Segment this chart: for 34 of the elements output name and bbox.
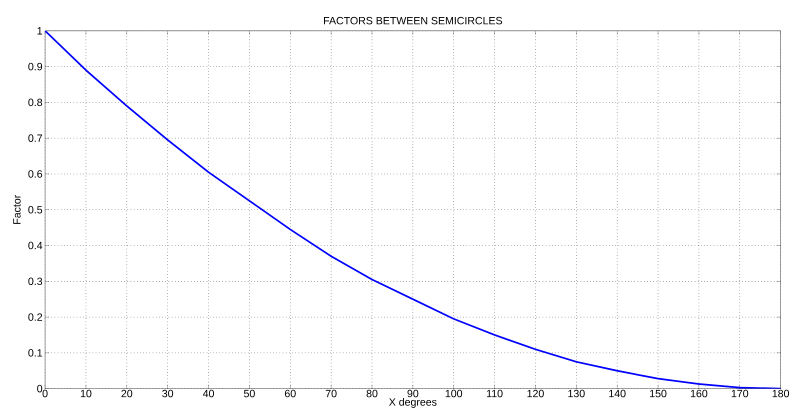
- x-tick-label: 80: [366, 390, 378, 398]
- x-tick-label: 170: [732, 390, 748, 398]
- x-tick-label: 140: [609, 390, 626, 398]
- y-tick-label: 1: [38, 26, 42, 34]
- x-tick-label: 40: [202, 390, 214, 398]
- x-tick-label: 60: [284, 390, 296, 398]
- x-tick-label: 90: [407, 390, 418, 398]
- y-axis-title: Factor: [13, 194, 21, 224]
- x-tick-label: 10: [80, 390, 92, 398]
- y-tick-label: 0: [37, 384, 42, 392]
- x-tick-label: 180: [772, 390, 790, 398]
- x-tick-label: 20: [121, 390, 132, 398]
- x-tick-label: 30: [162, 390, 174, 398]
- y-tick-label: 0.1: [28, 348, 42, 356]
- y-tick-label: 0.6: [28, 170, 42, 178]
- x-tick-label: 100: [446, 390, 462, 398]
- x-tick-label: 0: [42, 390, 48, 398]
- x-tick-label: 150: [650, 390, 666, 398]
- y-tick-label: 0.3: [28, 277, 42, 285]
- y-tick-label: 0.2: [28, 313, 42, 321]
- x-tick-label: 110: [486, 390, 503, 398]
- chart-title: FACTORS BETWEEN SEMICIRCLES: [324, 16, 502, 24]
- y-tick-label: 0.8: [28, 98, 42, 106]
- x-tick-label: 130: [568, 390, 585, 398]
- x-axis-title: X degrees: [389, 398, 437, 408]
- y-tick-label: 0.4: [28, 242, 42, 250]
- y-tick-label: 0.9: [28, 62, 42, 70]
- y-tick-label: 0.5: [28, 206, 42, 214]
- y-tick-label: 0.7: [28, 134, 42, 142]
- x-tick-label: 160: [690, 390, 708, 398]
- x-tick-label: 50: [244, 390, 255, 398]
- x-tick-label: 120: [527, 390, 544, 398]
- x-tick-label: 70: [326, 390, 337, 398]
- line-series: [45, 30, 781, 388]
